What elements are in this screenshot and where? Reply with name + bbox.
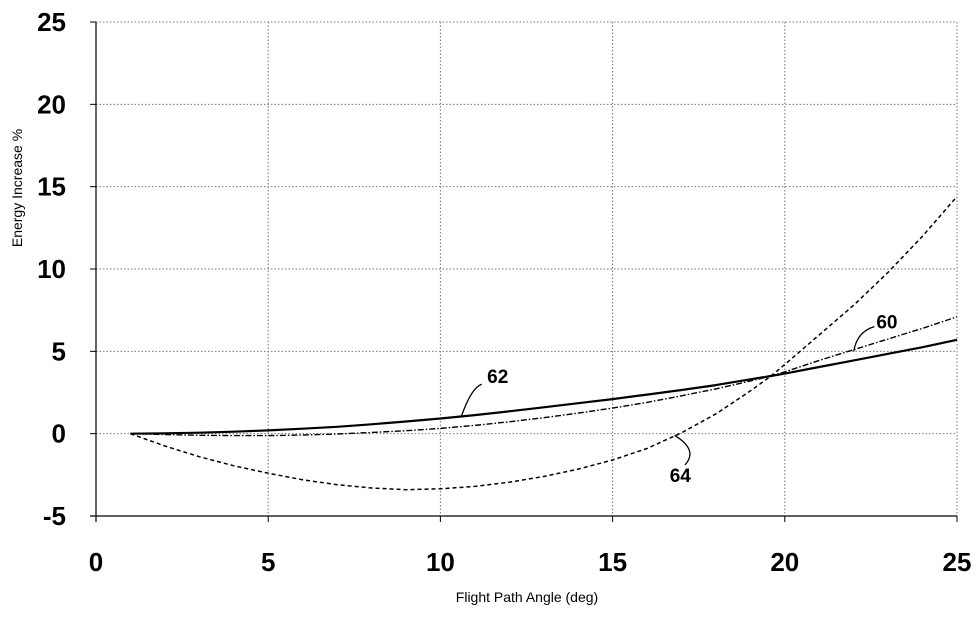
y-tick-label: 10 [37, 254, 66, 284]
x-tick-label: 10 [426, 547, 455, 577]
x-tick-label: 20 [770, 547, 799, 577]
y-tick-label: 0 [52, 419, 66, 449]
leader-line-60 [853, 326, 875, 352]
y-tick-label: 25 [37, 7, 66, 37]
x-tick-label: 15 [598, 547, 627, 577]
curve-label-64: 64 [670, 466, 692, 487]
series-group [130, 196, 958, 491]
x-tick-label: 5 [261, 547, 275, 577]
tick-labels: 0 5 10 15 20 25 -5 0 5 10 15 20 25 [37, 7, 971, 577]
grid [96, 21, 958, 516]
x-axis-title: Flight Path Angle (deg) [456, 589, 598, 605]
y-tick-label: -5 [43, 501, 66, 531]
series-line-64 [130, 196, 958, 491]
x-tick-label: 25 [943, 547, 972, 577]
y-tick-label: 20 [37, 89, 66, 119]
curve-annotations: 62 60 64 [460, 313, 897, 487]
y-tick-label: 5 [52, 336, 66, 366]
curve-label-62: 62 [487, 367, 508, 388]
series-line-60 [130, 316, 958, 437]
y-tick-label: 15 [37, 172, 66, 202]
leader-line-64 [674, 434, 691, 466]
axes [90, 21, 958, 522]
leader-line-62 [460, 383, 482, 418]
series-line-62 [130, 338, 958, 435]
y-axis-title: Energy Increase % [9, 129, 25, 247]
x-tick-label: 0 [89, 547, 103, 577]
curve-label-60: 60 [876, 313, 897, 334]
